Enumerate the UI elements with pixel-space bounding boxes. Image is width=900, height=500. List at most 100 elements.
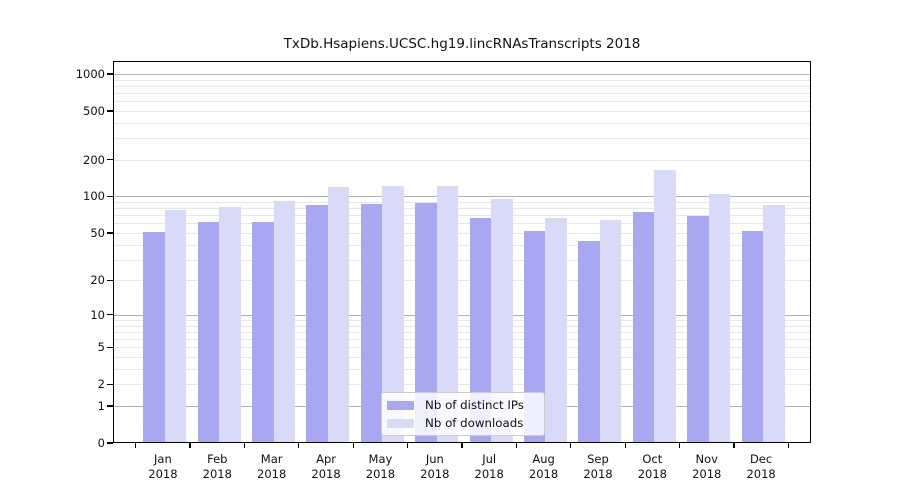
year-label: 2018 (202, 467, 232, 481)
bar-distinct-ips (197, 221, 220, 443)
month-name: Dec (749, 452, 773, 466)
bar-downloads (273, 200, 296, 443)
bar-downloads (599, 220, 622, 443)
bar-distinct-ips (578, 240, 600, 443)
gridline-minor (113, 208, 811, 210)
month-name: Aug (532, 452, 555, 466)
bar-distinct-ips (306, 205, 328, 443)
y-axis-tick (107, 314, 113, 316)
x-axis-tick (243, 443, 246, 448)
gridline-minor (113, 110, 811, 112)
gridline-minor (113, 232, 811, 234)
y-axis-tick (107, 346, 113, 348)
gridline-minor (113, 85, 811, 87)
month-name: Jul (482, 452, 497, 466)
month-name: Jun (425, 452, 444, 466)
gridline-minor (113, 244, 811, 246)
month-name: Sep (587, 452, 609, 466)
gridline-minor (113, 101, 811, 103)
y-axis-tick-label: 200 (83, 152, 105, 167)
x-axis-tick (352, 443, 354, 448)
bar-downloads (164, 210, 187, 443)
x-axis-tick (407, 443, 409, 448)
bar-downloads (382, 185, 404, 443)
x-axis-month-label: Jan 2018 (148, 452, 177, 482)
chart-title: TxDb.Hsapiens.UCSC.hg19.lincRNAsTranscri… (283, 36, 641, 52)
y-axis-tick-label: 0 (97, 436, 105, 450)
bar-downloads (491, 199, 513, 443)
x-axis-month-label: Aug 2018 (529, 452, 558, 482)
x-axis-tick (298, 443, 300, 448)
bar-downloads (545, 217, 567, 443)
year-label: 2018 (637, 467, 667, 481)
y-axis-tick (107, 73, 113, 75)
gridline-minor (113, 347, 811, 349)
y-axis-tick-label: 1000 (75, 66, 105, 81)
gridline-minor (113, 384, 811, 386)
bar-distinct-ips (143, 231, 165, 443)
x-axis-month-label: Nov 2018 (692, 452, 721, 482)
month-name: May (368, 452, 393, 466)
gridline-major (113, 73, 811, 75)
bar-distinct-ips (360, 204, 383, 443)
gridline-minor (113, 215, 811, 217)
y-axis-tick-label: 1 (97, 398, 105, 413)
y-axis-tick-label: 20 (90, 273, 105, 288)
y-axis-tick-label: 5 (97, 340, 105, 355)
bar-downloads (219, 206, 241, 443)
legend-swatch-downloads (387, 418, 414, 428)
x-axis-tick (461, 443, 463, 448)
x-axis-month-label: Feb 2018 (203, 452, 232, 482)
year-label: 2018 (311, 467, 341, 481)
x-axis-month-label: Mar 2018 (257, 452, 286, 482)
y-axis-tick-label: 50 (90, 225, 105, 240)
bar-downloads (654, 169, 676, 443)
x-axis-month-label: Jun 2018 (420, 452, 449, 482)
year-label: 2018 (257, 467, 287, 481)
bar-distinct-ips (252, 221, 274, 443)
month-name: Nov (695, 452, 718, 466)
y-axis-tick (107, 110, 113, 112)
legend-label: Nb of distinct IPs (425, 398, 524, 412)
x-axis-tick (678, 443, 681, 448)
gridline-minor (113, 138, 811, 140)
year-label: 2018 (365, 467, 396, 481)
plot-area (113, 61, 811, 443)
x-axis-month-label: Jul 2018 (475, 452, 504, 482)
month-name: Apr (316, 452, 336, 466)
y-axis-tick-label: 500 (83, 103, 105, 118)
bar-downloads (327, 186, 350, 443)
y-axis-tick (107, 232, 113, 234)
gridline-minor (113, 331, 811, 333)
y-axis-tick-label: 100 (83, 189, 105, 204)
x-axis-month-label: Oct 2018 (638, 452, 667, 482)
gridline-minor (113, 259, 811, 261)
gridline-minor (113, 92, 811, 94)
bar-distinct-ips (523, 230, 546, 443)
x-axis-month-label: Dec 2018 (746, 452, 775, 482)
gridline-minor (113, 202, 811, 204)
x-axis-tick (624, 443, 626, 448)
x-axis-tick (515, 443, 517, 448)
year-label: 2018 (474, 467, 504, 481)
bar-downloads (436, 186, 459, 443)
month-name: Mar (260, 452, 283, 466)
y-axis-tick-label: 10 (90, 307, 105, 322)
bar-downloads (763, 205, 785, 443)
year-label: 2018 (692, 467, 722, 481)
gridline-major (113, 314, 811, 316)
year-label: 2018 (528, 467, 559, 481)
gridline-minor (113, 357, 811, 359)
x-axis-tick (189, 443, 191, 448)
x-axis-tick (787, 443, 789, 448)
bar-distinct-ips (469, 218, 492, 443)
y-axis-tick-label: 2 (97, 377, 105, 392)
gridline-minor (113, 79, 811, 81)
year-label: 2018 (148, 467, 178, 481)
bar-downloads (708, 193, 731, 443)
x-axis-tick (135, 443, 137, 448)
gridline-minor (113, 122, 811, 124)
y-axis-tick (107, 442, 113, 444)
x-axis-month-label: Apr 2018 (311, 452, 340, 482)
